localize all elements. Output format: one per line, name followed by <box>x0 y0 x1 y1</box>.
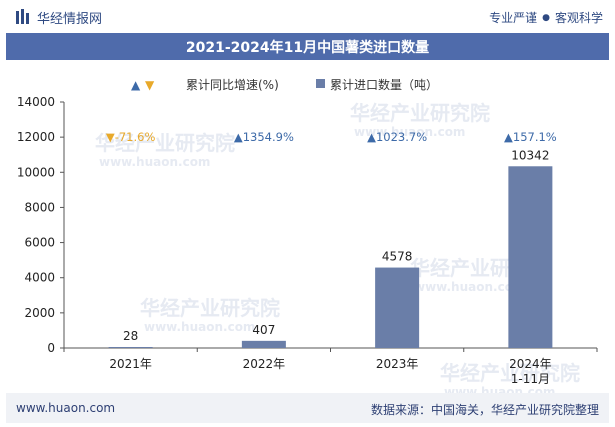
watermark-text: 华经产业研究院 <box>440 361 580 385</box>
y-tick-label: 2000 <box>24 306 55 320</box>
legend-growth-label: 累计同比增速(%) <box>186 78 279 92</box>
growth-label: ▲1023.7% <box>367 130 427 144</box>
legend: ▲ ▼ 累计同比增速(%) 累计进口数量（吨） <box>131 77 438 92</box>
watermark-url: www.huaon.com <box>144 320 255 334</box>
legend-quantity-label: 累计进口数量（吨） <box>330 77 438 92</box>
bar <box>508 166 553 348</box>
slogan-left: 专业严谨 <box>489 11 538 25</box>
bar-value-label: 10342 <box>511 148 549 162</box>
y-tick-label: 14000 <box>17 95 55 109</box>
chart-title: 2021-2024年11月中国薯类进口数量 <box>185 39 430 56</box>
y-tick-label: 12000 <box>17 130 55 144</box>
growth-label: ▼-71.6% <box>106 130 156 144</box>
chart-title-bar: 2021-2024年11月中国薯类进口数量 <box>6 33 609 60</box>
bar <box>375 267 420 348</box>
x-tick-label: 1-11月 <box>511 372 550 386</box>
bar-value-label: 407 <box>252 323 275 337</box>
bars <box>108 166 553 348</box>
growth-label: ▲157.1% <box>504 130 557 144</box>
chart: 华经产业研究院www.huaon.com华经产业研究院www.huaon.com… <box>17 77 598 393</box>
down-triangle-icon: ▼ <box>106 130 115 144</box>
x-tick-label: 2022年 <box>243 357 286 371</box>
up-triangle-icon: ▲ <box>367 130 376 144</box>
labels: 28 407 4578 10342 ▼-71.6% ▲1354.9% ▲1023.7% ▲15… <box>106 130 557 343</box>
y-tick-label: 4000 <box>24 271 55 285</box>
x-tick-label: 2024年 <box>509 357 552 371</box>
y-tick-label: 6000 <box>24 236 55 250</box>
legend-up-triangle-icon: ▲ <box>131 78 141 92</box>
footer-url[interactable]: www.huaon.com <box>16 401 116 415</box>
legend-bar-swatch <box>316 79 325 88</box>
axes: 0 2000 4000 6000 8000 10000 12000 14000 2021年 202… <box>17 95 598 386</box>
bar-value-label: 4578 <box>382 250 413 264</box>
watermark-url: www.huaon.com <box>354 125 465 139</box>
bar <box>241 340 286 348</box>
watermark-url: www.huaon.com <box>444 385 555 393</box>
bar-value-label: 28 <box>123 329 138 343</box>
brand-name: 华经情报网 <box>37 11 103 27</box>
watermark-text: 华经产业研究院 <box>140 296 280 320</box>
logo-icon <box>16 9 29 24</box>
y-tick-label: 0 <box>47 341 55 355</box>
slogan: 专业严谨 ● 客观科学 <box>489 9 603 26</box>
watermark-text: 华经产业研究院 <box>350 101 490 125</box>
watermark-text: 华经产业研究院 <box>95 131 235 155</box>
y-tick-label: 10000 <box>17 165 55 179</box>
footer: www.huaon.com 数据来源：中国海关，华经产业研究院整理 <box>6 393 609 423</box>
bar <box>108 347 153 348</box>
growth-label: ▲1354.9% <box>234 130 294 144</box>
watermark-layer: 华经产业研究院www.huaon.com华经产业研究院www.huaon.com… <box>95 101 580 393</box>
top-bar: 华经情报网 专业严谨 ● 客观科学 <box>0 0 615 34</box>
up-triangle-icon: ▲ <box>234 130 243 144</box>
up-triangle-icon: ▲ <box>504 130 513 144</box>
watermark-url: www.huaon.com <box>414 280 525 294</box>
footer-source: 数据来源：中国海关，华经产业研究院整理 <box>370 403 599 417</box>
slogan-right: 客观科学 <box>554 11 603 25</box>
x-tick-label: 2023年 <box>376 357 419 371</box>
bullet-icon: ● <box>542 12 550 23</box>
legend-down-triangle-icon: ▼ <box>145 78 155 92</box>
y-tick-label: 8000 <box>24 200 55 214</box>
brand[interactable]: 华经情报网 <box>16 8 103 27</box>
x-tick-label: 2021年 <box>109 357 152 371</box>
watermark-url: www.huaon.com <box>99 155 210 169</box>
